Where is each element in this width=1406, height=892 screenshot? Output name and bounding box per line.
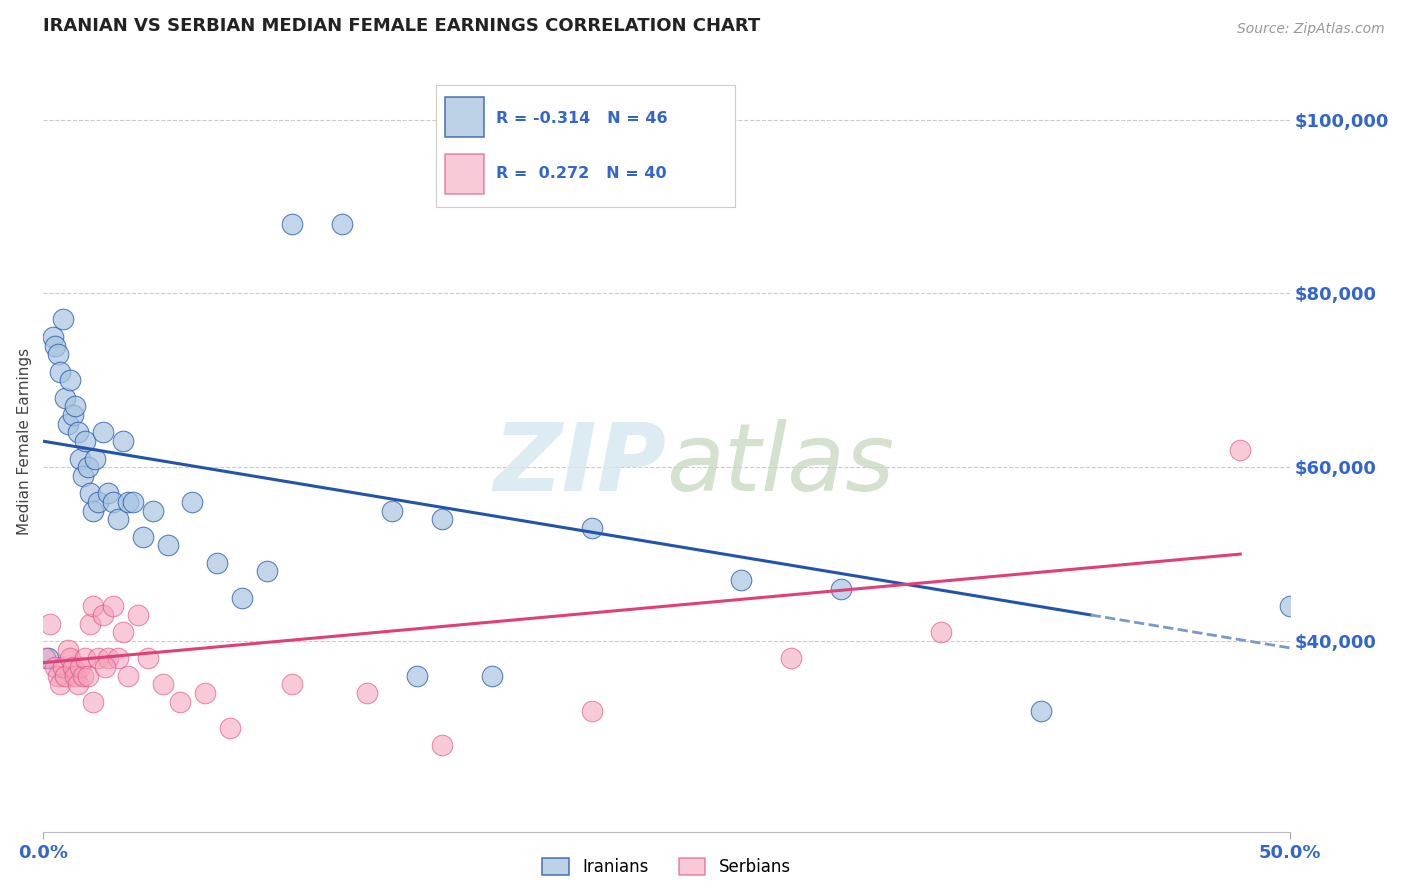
Point (127, 607, 149, 622)
Point (929, 625, 952, 640)
Point (82, 695, 104, 709)
Point (69, 451, 91, 466)
Point (281, 677, 304, 691)
Point (63, 669, 86, 683)
Text: atlas: atlas (666, 419, 894, 510)
Point (75, 434, 97, 449)
Point (66, 677, 89, 691)
Point (101, 599, 124, 614)
Point (111, 434, 134, 449)
Point (107, 651, 129, 665)
Point (406, 669, 429, 683)
Text: Source: ZipAtlas.com: Source: ZipAtlas.com (1237, 22, 1385, 37)
Point (79, 616, 101, 631)
Point (59, 651, 82, 665)
Point (97, 651, 120, 665)
Point (330, 217, 353, 231)
Point (44, 338, 66, 352)
Point (52, 312, 75, 326)
Point (49, 365, 72, 379)
Point (97, 486, 120, 500)
Point (94, 660, 117, 674)
Point (75, 651, 97, 665)
Point (581, 521, 603, 535)
Point (218, 721, 240, 735)
Point (46, 347, 69, 361)
Legend: Iranians, Serbians: Iranians, Serbians (536, 851, 797, 882)
Point (46, 669, 69, 683)
Point (101, 495, 124, 509)
Point (62, 660, 84, 674)
Point (53, 391, 76, 405)
Point (830, 582, 852, 596)
Point (181, 495, 204, 509)
Point (59, 373, 82, 387)
Point (780, 651, 803, 665)
Point (430, 738, 453, 752)
Point (231, 591, 253, 605)
Point (107, 512, 129, 526)
Point (76, 460, 98, 475)
Point (91, 425, 114, 440)
Point (79, 486, 101, 500)
Point (281, 217, 304, 231)
Point (121, 495, 143, 509)
Point (91, 607, 114, 622)
Point (66, 425, 89, 440)
Point (72, 469, 94, 483)
Y-axis label: Median Female Earnings: Median Female Earnings (17, 348, 32, 534)
Point (156, 538, 179, 552)
Point (86, 651, 108, 665)
Point (117, 669, 139, 683)
Point (49, 677, 72, 691)
Point (72, 669, 94, 683)
Point (84, 451, 107, 466)
Point (430, 512, 453, 526)
Point (256, 565, 278, 579)
Point (62, 408, 84, 422)
Point (82, 599, 104, 614)
Point (136, 651, 159, 665)
Point (141, 503, 163, 517)
Point (69, 660, 91, 674)
Point (111, 625, 134, 640)
Point (1279, 599, 1302, 614)
Point (1029, 704, 1052, 718)
Point (581, 704, 603, 718)
Point (356, 686, 378, 700)
Point (194, 686, 217, 700)
Point (39, 616, 62, 631)
Point (44, 660, 66, 674)
Point (37, 651, 59, 665)
Point (730, 573, 752, 587)
Point (82, 503, 104, 517)
Point (34, 651, 56, 665)
Point (381, 503, 404, 517)
Point (1229, 442, 1251, 457)
Text: IRANIAN VS SERBIAN MEDIAN FEMALE EARNINGS CORRELATION CHART: IRANIAN VS SERBIAN MEDIAN FEMALE EARNING… (42, 17, 761, 35)
Point (117, 495, 139, 509)
Point (56, 417, 79, 431)
Point (56, 642, 79, 657)
Point (86, 495, 108, 509)
Text: ZIP: ZIP (494, 418, 666, 510)
Point (481, 669, 503, 683)
Point (131, 530, 153, 544)
Point (169, 695, 191, 709)
Point (52, 660, 75, 674)
Point (207, 556, 229, 570)
Point (152, 677, 174, 691)
Point (76, 669, 98, 683)
Point (42, 330, 65, 344)
Point (63, 400, 86, 414)
Point (53, 669, 76, 683)
